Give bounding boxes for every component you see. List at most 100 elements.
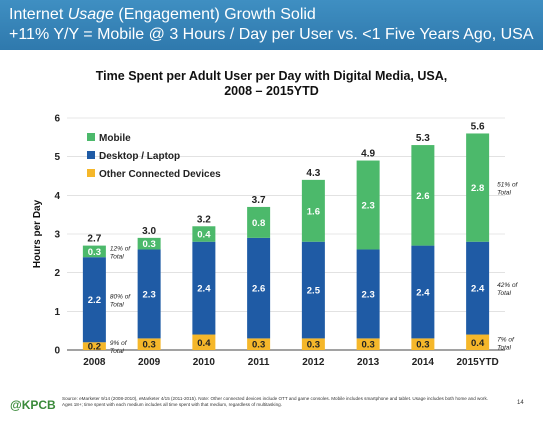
x-tick-label: 2015YTD (457, 357, 499, 368)
share-annotation: 51% of (497, 182, 518, 189)
data-label: 2.5 (307, 286, 321, 297)
bar-segment (356, 249, 380, 339)
bar-segment (82, 245, 106, 258)
bar-segment (137, 338, 161, 350)
bar-segment (192, 226, 216, 242)
legend-swatch (87, 151, 95, 159)
y-tick-label: 1 (54, 307, 60, 318)
bar-segment (192, 334, 216, 350)
total-label: 3.2 (197, 214, 211, 225)
share-annotation: 42% of (497, 282, 518, 289)
total-label: 5.3 (416, 133, 430, 144)
data-label: 2.6 (416, 191, 429, 202)
bar-segment (356, 160, 380, 250)
data-label: 0.2 (88, 342, 101, 353)
y-tick-label: 5 (54, 152, 60, 163)
x-tick-label: 2008 (83, 357, 106, 368)
page-number: 14 (517, 400, 524, 406)
data-label: 2.4 (197, 284, 211, 295)
header-line-1-italic: Usage (67, 6, 114, 23)
share-annotation: Total (497, 290, 511, 297)
header-line-1-suffix: (Engagement) Growth Solid (113, 6, 316, 23)
total-label: 3.0 (142, 226, 156, 237)
data-label: 0.4 (197, 338, 211, 349)
legend-label: Desktop / Laptop (99, 151, 180, 162)
source-note: Source: eMarketer 9/14 (2008-2010), eMar… (62, 396, 489, 407)
bar-segment (411, 245, 435, 339)
data-label: 0.3 (252, 340, 265, 351)
bar-segment (466, 241, 490, 335)
total-label: 5.6 (471, 121, 485, 132)
x-tick-label: 2010 (193, 357, 216, 368)
bar-segment (411, 145, 435, 246)
legend-swatch (87, 169, 95, 177)
stacked-bar-chart: 0 1 2 3 4 5 6 Hours per Day 0.2 2.2 0.3 2.7 2008 0.3 2… (32, 114, 519, 369)
header-line-1-prefix: Internet (9, 6, 68, 23)
share-annotation: 9% of (110, 340, 128, 347)
data-label: 2.3 (362, 289, 375, 300)
legend-label: Mobile (99, 133, 131, 144)
x-tick-label: 2014 (412, 357, 435, 368)
bar-segment (411, 338, 435, 350)
total-label: 2.7 (87, 234, 101, 245)
bar-segment (247, 338, 271, 350)
data-label: 2.3 (143, 289, 156, 300)
data-label: 0.3 (143, 340, 156, 351)
share-annotation: Total (110, 348, 124, 355)
data-label: 2.4 (416, 288, 430, 299)
bar-segment (247, 206, 271, 238)
total-label: 3.7 (252, 195, 266, 206)
data-label: 0.3 (143, 239, 156, 250)
y-tick-label: 2 (54, 268, 60, 279)
bar-segment (466, 133, 490, 242)
bar-segment (356, 338, 380, 350)
header-line-1: Internet Usage (Engagement) Growth Solid (9, 5, 316, 24)
share-annotation: 7% of (497, 336, 515, 343)
data-label: 0.3 (307, 340, 320, 351)
header-line-2: +11% Y/Y = Mobile @ 3 Hours / Day per Us… (9, 26, 534, 43)
share-annotation: Total (497, 190, 511, 197)
y-tick-label: 4 (54, 191, 60, 202)
kpcb-logo: @KPCB (10, 398, 56, 412)
total-label: 4.9 (361, 149, 375, 160)
data-label: 2.4 (471, 284, 485, 295)
bar-segment (301, 179, 325, 242)
data-label: 0.4 (471, 338, 485, 349)
bar-segment (137, 237, 161, 250)
bar-segment (247, 237, 271, 339)
bar-segment (301, 338, 325, 350)
data-label: 0.3 (416, 340, 429, 351)
bar-segment (301, 241, 325, 339)
data-label: 2.6 (252, 284, 265, 295)
x-tick-label: 2011 (248, 357, 270, 368)
legend-swatch (87, 133, 95, 141)
y-tick-label: 6 (54, 114, 60, 125)
data-label: 0.8 (252, 218, 265, 229)
slide-footer: @KPCB Source: eMarketer 9/14 (2008-2010)… (0, 392, 543, 423)
data-label: 1.6 (307, 206, 320, 217)
bar-segment (192, 241, 216, 335)
y-axis-label: Hours per Day (32, 199, 43, 268)
bar-segment (82, 257, 106, 343)
data-label: 2.3 (362, 201, 375, 212)
share-annotation: 80% of (110, 294, 131, 301)
x-tick-label: 2009 (138, 357, 161, 368)
chart-title-line-2: 2008 – 2015YTD (224, 84, 319, 98)
slide-header: Internet Usage (Engagement) Growth Solid… (0, 0, 543, 50)
data-label: 2.2 (88, 295, 101, 306)
share-annotation: Total (110, 302, 124, 309)
total-label: 4.3 (306, 168, 320, 179)
y-tick-label: 0 (54, 346, 60, 357)
x-tick-label: 2013 (357, 357, 380, 368)
share-annotation: 12% of (110, 245, 131, 252)
data-label: 0.4 (197, 230, 211, 241)
data-label: 0.3 (362, 340, 375, 351)
y-tick-label: 3 (54, 230, 60, 241)
bar-segment (137, 249, 161, 339)
share-annotation: Total (110, 253, 124, 260)
legend-label: Other Connected Devices (99, 169, 221, 180)
share-annotation: Total (497, 344, 511, 351)
chart-title-line-1: Time Spent per Adult User per Day with D… (95, 69, 448, 83)
data-label: 2.8 (471, 183, 484, 194)
data-label: 0.3 (88, 247, 101, 258)
